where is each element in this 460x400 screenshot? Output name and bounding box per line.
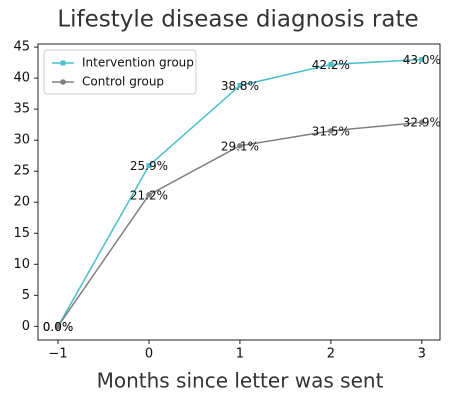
value-label: 29.1% — [221, 139, 259, 153]
value-label: 42.2% — [312, 58, 350, 72]
y-tick-label: 45 — [13, 40, 30, 55]
value-label: 32.9% — [403, 116, 441, 130]
y-tick-label: 25 — [13, 164, 30, 179]
legend-box — [43, 49, 197, 95]
chart-title: Lifestyle disease diagnosis rate — [57, 7, 418, 33]
value-label: 31.5% — [312, 124, 350, 138]
y-tick-label: 15 — [13, 226, 30, 241]
x-tick-label: 1 — [236, 347, 244, 362]
y-tick-label: 20 — [13, 195, 30, 210]
x-tick-label: −1 — [48, 347, 67, 362]
value-label: 0.0% — [43, 320, 74, 334]
y-tick-label: 30 — [13, 133, 30, 148]
series-line — [57, 58, 422, 327]
marker — [146, 163, 152, 169]
marker — [146, 191, 152, 198]
legend-marker — [60, 60, 66, 66]
legend-marker — [60, 79, 66, 85]
marker — [328, 61, 334, 67]
value-label: 38.8% — [221, 79, 259, 93]
y-tick-label: 5 — [22, 288, 30, 303]
value-label: 21.2% — [130, 188, 168, 202]
y-tick-label: 0 — [22, 319, 30, 334]
legend-label: Intervention group — [82, 56, 194, 70]
legend-label: Control group — [82, 75, 164, 89]
x-tick-label: 3 — [418, 347, 426, 362]
marker — [419, 119, 425, 125]
x-tick-label: 2 — [327, 347, 335, 362]
y-tick-label: 40 — [13, 71, 30, 86]
marker — [419, 57, 425, 63]
y-tick-label: 35 — [13, 102, 30, 117]
x-axis-label: Months since letter was sent — [97, 369, 384, 393]
value-label: 43.0% — [403, 53, 441, 67]
marker — [237, 142, 243, 149]
plot-frame — [37, 43, 441, 341]
marker — [55, 323, 61, 330]
x-tick-label: 0 — [145, 347, 153, 362]
marker — [328, 128, 334, 134]
marker — [237, 83, 243, 89]
value-label: 25.9% — [130, 159, 168, 173]
y-tick-label: 10 — [13, 257, 30, 272]
